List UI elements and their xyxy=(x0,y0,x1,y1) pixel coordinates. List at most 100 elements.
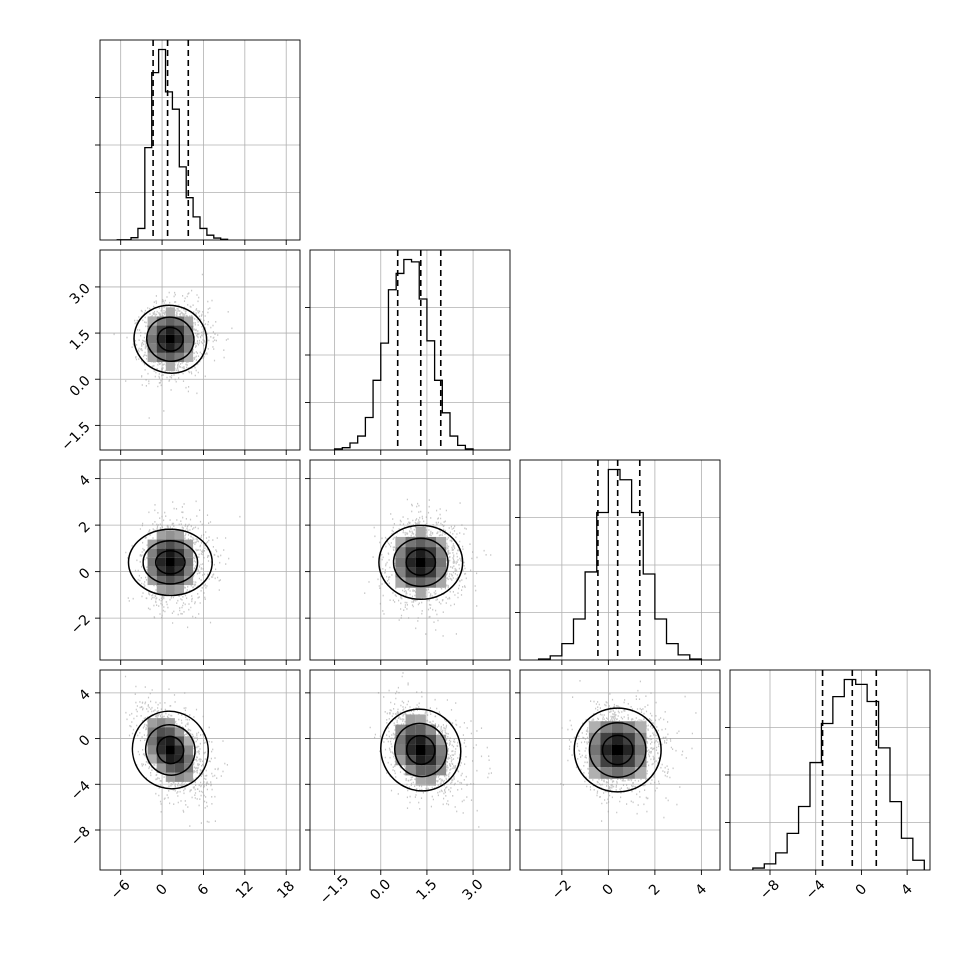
panel-10-cell xyxy=(165,361,175,372)
panel-30-cell xyxy=(147,754,157,764)
panel-32-cell xyxy=(623,744,635,756)
panel-30-cell xyxy=(174,772,184,782)
panel-32-cell xyxy=(588,744,601,756)
panel-21-cell xyxy=(436,567,447,578)
ytick-label-1-3: 3.0 xyxy=(67,281,94,308)
panel-20-cell xyxy=(184,548,194,558)
panel-31-cell xyxy=(436,765,447,776)
panel-20-contour-0 xyxy=(154,549,186,575)
panel-21-cell xyxy=(405,577,416,588)
panel-21-cell xyxy=(395,557,406,568)
hist-panel-0 xyxy=(100,40,300,240)
panel-20-cell xyxy=(147,548,157,558)
panel-32-cell xyxy=(600,732,612,745)
panel-30-cell xyxy=(165,736,175,746)
panel-30-contour-2 xyxy=(131,710,210,790)
panel-10-cell xyxy=(174,325,184,335)
panel-20-cell xyxy=(147,539,157,549)
panel-30-cell xyxy=(174,727,184,737)
panel-30-cell xyxy=(184,754,194,764)
panel-21-contour-0 xyxy=(405,548,437,576)
panel-30-cell xyxy=(174,754,184,764)
panel-32-contour-0 xyxy=(601,734,634,766)
panel-31-cell xyxy=(436,744,447,756)
panel-10-cell xyxy=(184,343,194,353)
panel-10-cell xyxy=(165,352,175,362)
panel-30-cell xyxy=(156,763,166,773)
xtick-label-1-0: −1.5 xyxy=(317,872,352,907)
hist-panel-3 xyxy=(730,670,930,870)
panel-21-contour-1 xyxy=(392,537,449,588)
panel-20-cell xyxy=(184,566,194,576)
panel-21-cell xyxy=(395,577,406,588)
density-panel-1-0 xyxy=(100,250,300,450)
panel-10-cell xyxy=(156,334,166,344)
panel-21-cell xyxy=(425,577,436,588)
panel-20-cell xyxy=(174,585,184,595)
panel-31-cell xyxy=(425,765,436,776)
xtick-label-0-1: 0 xyxy=(153,881,171,899)
panel-20-cell xyxy=(156,575,166,586)
panel-20-cell xyxy=(156,539,166,549)
hist-2-steps xyxy=(537,468,703,660)
panel-10-cell xyxy=(174,352,184,362)
panel-20-cell xyxy=(184,575,194,586)
panel-21-cell xyxy=(436,577,447,588)
panel-31-cell xyxy=(395,734,406,745)
ytick-label-3-3: 4 xyxy=(76,686,94,704)
panel-21-frame xyxy=(309,459,511,661)
xtick-label-3-3: 4 xyxy=(898,881,916,899)
panel-21-cell xyxy=(405,536,416,548)
panel-30-cell xyxy=(147,736,157,746)
density-panel-2-0 xyxy=(100,460,300,660)
ytick-label-1-1: 0.0 xyxy=(67,373,94,400)
panel-30-cell xyxy=(147,718,157,728)
panel-31-cell xyxy=(436,734,447,745)
panel-32-cell xyxy=(623,721,635,733)
panel-20-cell xyxy=(165,530,175,540)
panel-32-cell xyxy=(611,732,624,745)
panel-31-cell xyxy=(415,714,426,725)
panel-20-contour-2 xyxy=(127,528,213,597)
panel-21-cell xyxy=(436,557,447,568)
panel-32-cell xyxy=(611,767,624,779)
panel-20-cell xyxy=(184,557,194,567)
panel-32-cell xyxy=(634,767,647,779)
panel-30-cell xyxy=(165,718,175,728)
panel-30-cell xyxy=(165,754,175,764)
panel-20-cell xyxy=(156,530,166,540)
xtick-label-0-3: 12 xyxy=(233,878,257,902)
xtick-label-3-1: −4 xyxy=(803,877,829,903)
panel-20-cell xyxy=(165,566,175,576)
xtick-label-0-2: 6 xyxy=(195,881,213,899)
panel-20-cell xyxy=(147,557,157,567)
panel-20-cell xyxy=(156,557,166,567)
panel-20-cell xyxy=(147,575,157,586)
panel-21-cell xyxy=(415,587,426,598)
panel-21-cell xyxy=(415,577,426,588)
panel-10-cell xyxy=(147,334,157,344)
panel-31-cell xyxy=(395,744,406,756)
panel-32-cell xyxy=(588,732,601,745)
panel-31-cell xyxy=(415,734,426,745)
panel-32-contour-1 xyxy=(588,722,647,778)
panel-21-cell xyxy=(436,547,447,558)
panel-21-cell xyxy=(436,536,447,548)
panel-10-cell xyxy=(156,343,166,353)
panel-31-cell xyxy=(425,775,436,786)
xtick-label-0-0: −6 xyxy=(108,877,134,903)
panel-21-cell xyxy=(395,547,406,558)
panel-31-cell xyxy=(415,755,426,766)
panel-10-cell xyxy=(184,316,194,326)
panel-31-cell xyxy=(405,744,416,756)
panel-21-cell xyxy=(425,536,436,548)
ytick-label-2-0: −2 xyxy=(68,612,94,638)
panel-32-cell xyxy=(611,755,624,768)
xtick-label-1-2: 1.5 xyxy=(413,876,440,903)
panel-21-cell xyxy=(425,557,436,568)
hist-3-steps xyxy=(752,678,925,870)
ytick-label-2-2: 2 xyxy=(76,519,94,537)
panel-30-cell xyxy=(165,763,175,773)
panel-21-cell xyxy=(395,536,406,548)
panel-20-cell xyxy=(184,539,194,549)
